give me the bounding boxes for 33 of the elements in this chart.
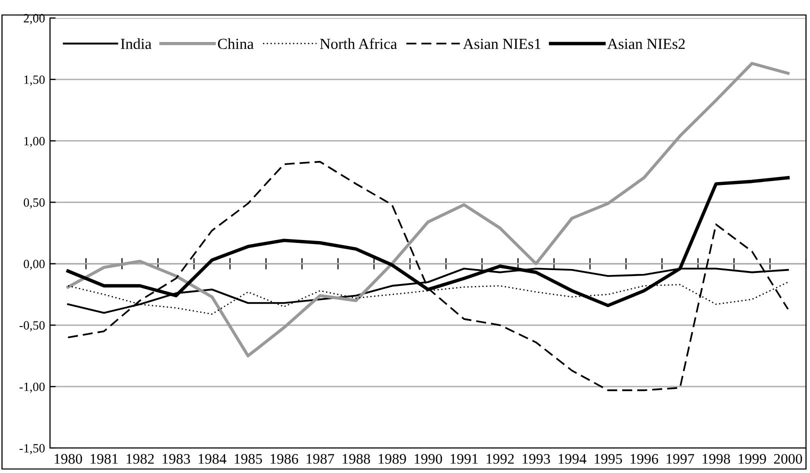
x-tick-label: 1992 bbox=[486, 454, 514, 464]
y-tick-label: 1,00 bbox=[24, 136, 45, 148]
x-tick-label: 1988 bbox=[342, 454, 370, 464]
y-tick-label: -1,00 bbox=[20, 382, 45, 393]
x-tick-label: 1999 bbox=[738, 454, 766, 464]
legend-label: China bbox=[218, 38, 254, 50]
x-tick-label: 1981 bbox=[90, 454, 118, 464]
x-tick-label: 1995 bbox=[594, 454, 622, 464]
x-tick-label: 1994 bbox=[558, 454, 586, 464]
x-tick-label: 1984 bbox=[198, 454, 226, 464]
y-tick-label: 1,50 bbox=[24, 75, 45, 86]
x-tick-label: 1997 bbox=[666, 454, 694, 464]
y-tick-label: 0,00 bbox=[24, 260, 45, 270]
x-tick-label: 2000 bbox=[774, 454, 802, 464]
x-tick-label: 1985 bbox=[234, 454, 262, 464]
x-tick-label: 1993 bbox=[522, 454, 550, 464]
y-tick-label: -1,50 bbox=[20, 444, 45, 454]
x-tick-label: 1980 bbox=[54, 454, 82, 464]
x-tick-label: 1982 bbox=[126, 454, 154, 464]
x-tick-label: 1983 bbox=[162, 454, 190, 464]
x-tick-label: 1991 bbox=[450, 454, 478, 464]
legend-label: Asian NIEs2 bbox=[607, 38, 685, 50]
legend-label: India bbox=[120, 38, 152, 50]
x-tick-label: 1987 bbox=[306, 454, 334, 464]
x-tick-label: 1996 bbox=[630, 454, 658, 464]
x-tick-label: 1998 bbox=[702, 454, 730, 464]
x-tick-label: 1990 bbox=[414, 454, 442, 464]
legend-label: North Africa bbox=[320, 38, 397, 50]
legend-label: Asian NIEs1 bbox=[463, 38, 540, 50]
y-tick-label: 0,50 bbox=[24, 198, 45, 209]
y-tick-label: -0,50 bbox=[20, 321, 45, 332]
x-tick-label: 1986 bbox=[270, 454, 298, 464]
x-tick-label: 1989 bbox=[378, 454, 406, 464]
